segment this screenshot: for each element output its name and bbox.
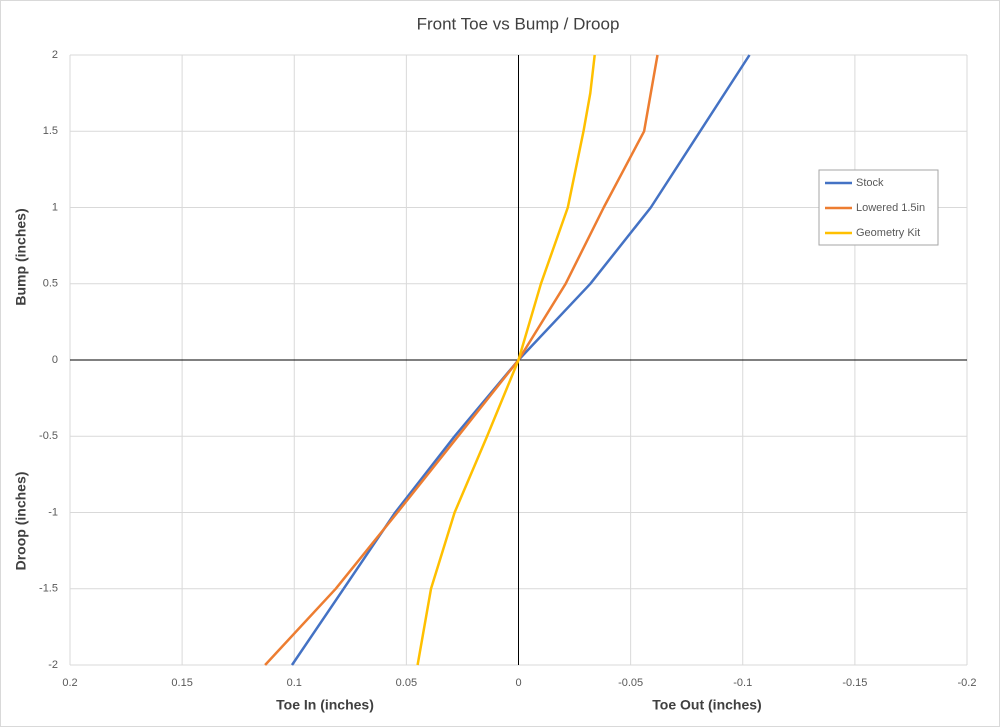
y-axis-title: Droop (inches)	[13, 472, 29, 571]
x-tick-label: 0.1	[287, 677, 302, 689]
x-tick-label: 0	[515, 677, 521, 689]
x-tick-label: 0.2	[62, 677, 77, 689]
x-axis-title: Toe In (inches)	[276, 697, 374, 713]
series-line	[416, 54, 596, 666]
y-axis-title: Bump (inches)	[13, 208, 29, 305]
x-axis-title: Toe Out (inches)	[652, 697, 761, 713]
y-tick-label: 1.5	[43, 125, 58, 137]
y-tick-label: 0.5	[43, 278, 58, 290]
x-tick-label: -0.1	[733, 677, 752, 689]
x-tick-label: -0.05	[618, 677, 643, 689]
y-tick-label: -1	[48, 506, 58, 518]
series-line	[264, 54, 659, 666]
y-tick-label: 0	[52, 354, 58, 366]
y-tick-label: -2	[48, 659, 58, 671]
x-tick-label: 0.05	[396, 677, 417, 689]
x-tick-label: -0.15	[842, 677, 867, 689]
y-tick-label: -0.5	[39, 430, 58, 442]
legend-label: Geometry Kit	[856, 227, 920, 239]
y-tick-label: 2	[52, 49, 58, 61]
x-tick-label: -0.2	[958, 677, 977, 689]
legend-label: Lowered 1.5in	[856, 202, 925, 214]
legend-label: Stock	[856, 177, 884, 189]
y-tick-label: -1.5	[39, 583, 58, 595]
chart-title: Front Toe vs Bump / Droop	[417, 14, 620, 33]
y-tick-label: 1	[52, 201, 58, 213]
x-tick-label: 0.15	[171, 677, 192, 689]
